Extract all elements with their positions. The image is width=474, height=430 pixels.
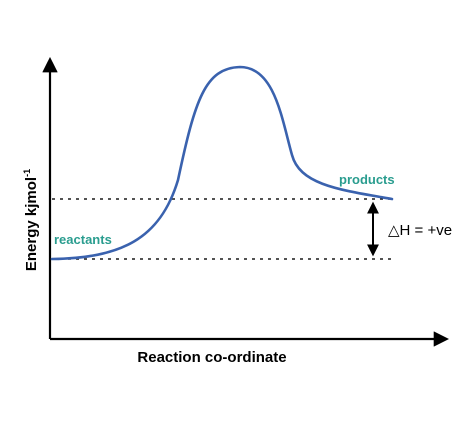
x-axis-title: Reaction co-ordinate <box>137 349 286 366</box>
products-label: products <box>339 172 395 187</box>
enthalpy-change-label: △H = +ve <box>388 222 452 239</box>
y-axis-title-superscript: -1 <box>22 169 32 177</box>
energy-profile-curve <box>50 65 394 261</box>
reactants-label: reactants <box>54 232 112 247</box>
y-axis-title-main: Energy kjmol <box>23 177 40 271</box>
y-axis-title: Energy kjmol-1 <box>22 169 40 271</box>
